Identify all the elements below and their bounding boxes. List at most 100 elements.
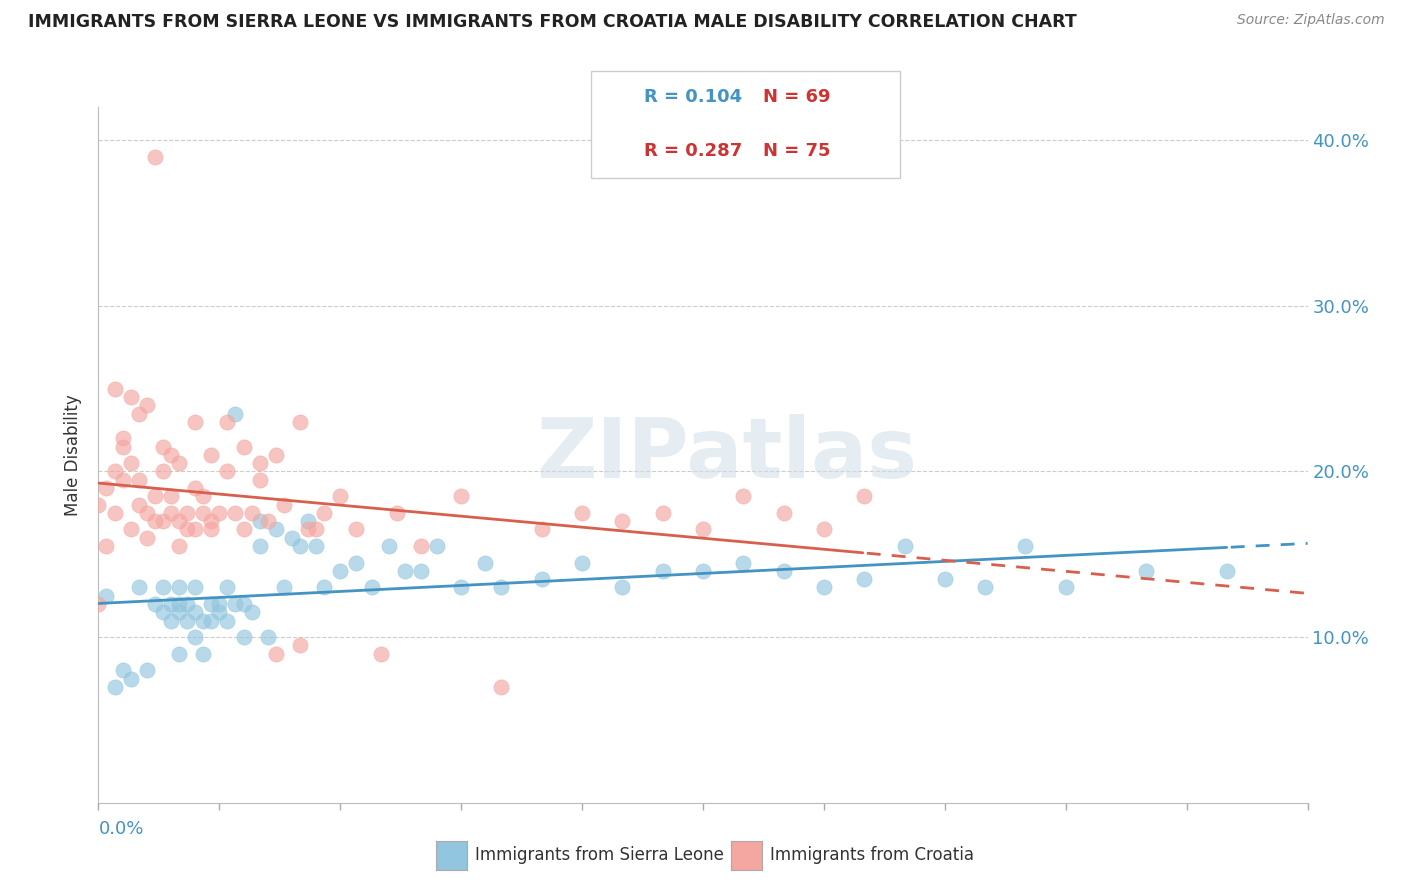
Point xyxy=(974,581,997,595)
Point xyxy=(176,597,198,611)
Point xyxy=(167,605,190,619)
Point xyxy=(184,581,207,595)
Point xyxy=(135,506,157,520)
Point xyxy=(232,523,254,537)
Point xyxy=(200,448,222,462)
Point xyxy=(273,498,295,512)
Point xyxy=(160,448,183,462)
Point xyxy=(692,523,714,537)
Point xyxy=(87,498,110,512)
Point xyxy=(200,614,222,628)
Point xyxy=(651,506,673,520)
Point xyxy=(385,506,408,520)
Point xyxy=(426,539,449,553)
Point xyxy=(297,514,319,528)
Point xyxy=(167,456,190,470)
Point xyxy=(200,514,222,528)
Point xyxy=(409,564,432,578)
Point xyxy=(314,581,336,595)
Point xyxy=(143,489,166,503)
Point xyxy=(143,597,166,611)
Point xyxy=(160,597,183,611)
Point xyxy=(733,489,755,503)
Point xyxy=(152,581,174,595)
Point xyxy=(370,647,392,661)
Point xyxy=(135,398,157,412)
Point xyxy=(103,465,125,479)
Point xyxy=(160,506,183,520)
Point xyxy=(193,489,215,503)
Point xyxy=(200,597,222,611)
Point xyxy=(692,564,714,578)
Point xyxy=(305,539,328,553)
Point xyxy=(167,647,190,661)
Point xyxy=(87,597,110,611)
Point xyxy=(120,456,142,470)
Point xyxy=(1054,581,1077,595)
Point xyxy=(135,663,157,677)
Point xyxy=(394,564,416,578)
Point xyxy=(167,514,190,528)
Point xyxy=(571,556,593,570)
Point xyxy=(344,556,367,570)
Point xyxy=(813,581,835,595)
Point xyxy=(491,581,513,595)
Point xyxy=(224,597,246,611)
Point xyxy=(474,556,496,570)
Point xyxy=(232,630,254,644)
Point xyxy=(193,506,215,520)
Point xyxy=(361,581,384,595)
Point xyxy=(249,473,271,487)
Point xyxy=(893,539,915,553)
Point xyxy=(232,597,254,611)
Point xyxy=(167,539,190,553)
Point xyxy=(450,489,472,503)
Point xyxy=(103,506,125,520)
Point xyxy=(571,506,593,520)
Point xyxy=(305,523,328,537)
Text: ZIPatlas: ZIPatlas xyxy=(537,415,918,495)
Point xyxy=(530,572,553,586)
Point xyxy=(651,564,673,578)
Point xyxy=(377,539,399,553)
Text: Source: ZipAtlas.com: Source: ZipAtlas.com xyxy=(1237,13,1385,28)
Point xyxy=(152,465,174,479)
Point xyxy=(111,663,134,677)
Point xyxy=(249,514,271,528)
Point xyxy=(160,489,183,503)
Point xyxy=(167,581,190,595)
Point xyxy=(772,564,794,578)
Point xyxy=(934,572,956,586)
Point xyxy=(128,473,150,487)
Point xyxy=(264,523,287,537)
Point xyxy=(120,523,142,537)
Point xyxy=(530,523,553,537)
Point xyxy=(329,489,352,503)
Point xyxy=(184,481,207,495)
Point xyxy=(344,523,367,537)
Point xyxy=(491,680,513,694)
Point xyxy=(273,581,295,595)
Text: R = 0.287: R = 0.287 xyxy=(644,142,742,160)
Text: N = 75: N = 75 xyxy=(763,142,831,160)
Point xyxy=(184,605,207,619)
Point xyxy=(96,589,118,603)
Point xyxy=(217,415,239,429)
Point xyxy=(193,647,215,661)
Point xyxy=(240,506,263,520)
Point xyxy=(111,473,134,487)
Point xyxy=(208,597,231,611)
Point xyxy=(111,431,134,445)
Text: R = 0.104: R = 0.104 xyxy=(644,88,742,106)
Point xyxy=(152,605,174,619)
Text: N = 69: N = 69 xyxy=(763,88,831,106)
Point xyxy=(208,605,231,619)
Point xyxy=(256,514,278,528)
Point xyxy=(128,498,150,512)
Text: Immigrants from Sierra Leone: Immigrants from Sierra Leone xyxy=(475,847,724,864)
Point xyxy=(612,581,634,595)
Point xyxy=(288,415,311,429)
Point xyxy=(176,523,198,537)
Point xyxy=(329,564,352,578)
Point xyxy=(184,630,207,644)
